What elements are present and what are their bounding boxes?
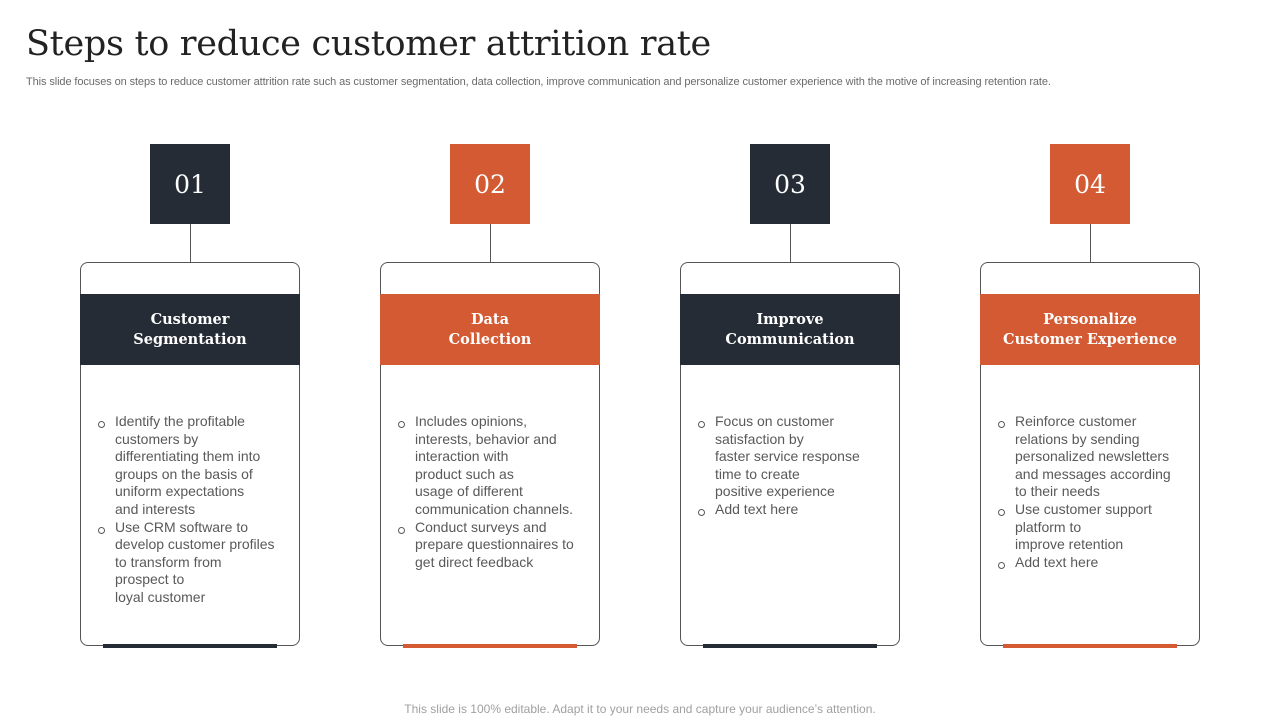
card-accent-bar [703, 644, 877, 648]
page-title: Steps to reduce customer attrition rate [26, 24, 711, 64]
bullet-item: Add text here [696, 501, 888, 519]
connector-line [790, 224, 791, 263]
step-personalize-customer-experience: 04 Personalize Customer Experience Reinf… [980, 0, 1202, 720]
bullet-item: Reinforce customer relations by sending … [996, 413, 1188, 501]
connector-line [190, 224, 191, 263]
step-bullet-list: Identify the profitable customers by dif… [96, 413, 288, 607]
step-heading: Personalize Customer Experience [980, 294, 1200, 365]
step-bullet-list: Includes opinions, interests, behavior a… [396, 413, 588, 571]
step-bullet-list: Focus on customer satisfaction by faster… [696, 413, 888, 519]
card-accent-bar [403, 644, 577, 648]
step-heading: Data Collection [380, 294, 600, 365]
step-customer-segmentation: 01 Customer Segmentation Identify the pr… [80, 0, 302, 720]
step-number-box: 04 [1050, 144, 1130, 224]
step-improve-communication: 03 Improve Communication Focus on custom… [680, 0, 902, 720]
page-subtitle: This slide focuses on steps to reduce cu… [26, 76, 1051, 88]
bullet-item: Conduct surveys and prepare questionnair… [396, 519, 588, 572]
step-heading: Customer Segmentation [80, 294, 300, 365]
bullet-item: Identify the profitable customers by dif… [96, 413, 288, 519]
bullet-item: Add text here [996, 554, 1188, 572]
bullet-item: Focus on customer satisfaction by faster… [696, 413, 888, 501]
step-number-box: 03 [750, 144, 830, 224]
connector-line [490, 224, 491, 263]
connector-line [1090, 224, 1091, 263]
bullet-item: Use CRM software to develop customer pro… [96, 519, 288, 607]
step-heading: Improve Communication [680, 294, 900, 365]
step-number-box: 01 [150, 144, 230, 224]
bullet-item: Use customer support platform to improve… [996, 501, 1188, 554]
card-accent-bar [1003, 644, 1177, 648]
card-accent-bar [103, 644, 277, 648]
footer-note: This slide is 100% editable. Adapt it to… [404, 702, 876, 716]
step-data-collection: 02 Data Collection Includes opinions, in… [380, 0, 602, 720]
step-bullet-list: Reinforce customer relations by sending … [996, 413, 1188, 571]
step-number-box: 02 [450, 144, 530, 224]
bullet-item: Includes opinions, interests, behavior a… [396, 413, 588, 519]
